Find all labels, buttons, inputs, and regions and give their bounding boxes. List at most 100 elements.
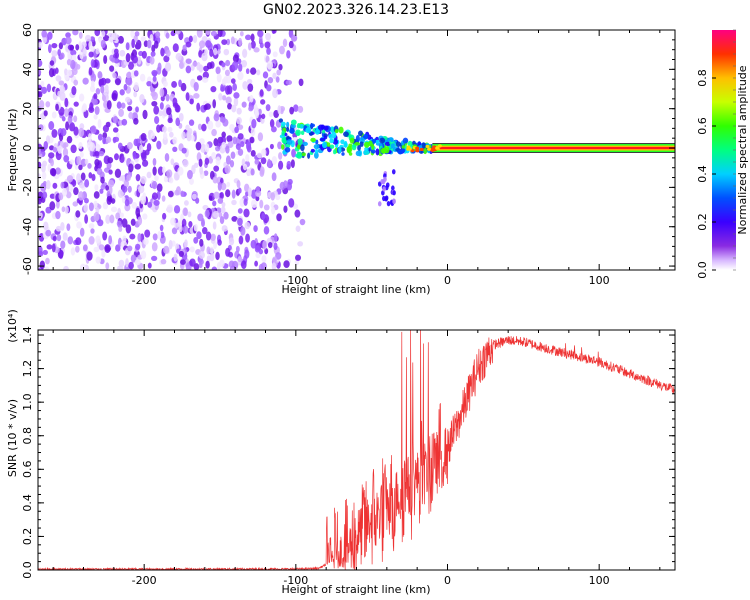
noise-blob [135, 138, 141, 147]
noise-blob [131, 54, 138, 64]
noise-blob [48, 68, 55, 78]
noise-blob [64, 206, 69, 214]
noise-blob [250, 149, 256, 157]
noise-blob [237, 71, 244, 81]
noise-blob [215, 145, 221, 152]
noise-blob [259, 199, 264, 209]
noise-blob [162, 212, 167, 220]
signal-blob [348, 152, 353, 156]
signal-blob [329, 138, 335, 144]
noise-blob [250, 33, 255, 42]
noise-blob [166, 169, 173, 178]
noise-blob [180, 190, 185, 197]
noise-blob [142, 213, 148, 220]
noise-blob [114, 153, 119, 161]
noise-blob [260, 157, 267, 165]
spectrogram-plot [38, 30, 675, 270]
noise-blob [162, 132, 168, 141]
signal-blob [343, 131, 349, 137]
noise-blob [293, 104, 299, 112]
noise-blob [190, 134, 195, 142]
x-axis-label: Height of straight line (km) [281, 583, 430, 596]
noise-blob [182, 44, 187, 52]
noise-blob [237, 217, 243, 226]
noise-blob [61, 116, 66, 122]
noise-blob [64, 108, 69, 118]
noise-blob [65, 36, 72, 45]
noise-blob [220, 206, 226, 214]
noise-blob [163, 245, 170, 254]
noise-blob [94, 106, 100, 115]
noise-blob [151, 192, 158, 200]
noise-blob [68, 184, 74, 193]
noise-blob [63, 155, 70, 163]
noise-blob [38, 124, 44, 131]
noise-blob [235, 143, 241, 151]
signal-blob [315, 148, 319, 154]
y-axis-multiplier: (x10⁴) [6, 309, 19, 343]
x-tick-label: 100 [589, 274, 610, 287]
noise-blob [196, 231, 202, 240]
noise-blob [66, 223, 71, 231]
noise-blob [245, 154, 250, 162]
noise-blob [244, 34, 252, 41]
noise-blob [191, 193, 197, 200]
noise-blob [247, 83, 254, 92]
noise-blob [79, 182, 85, 189]
noise-blob [150, 91, 157, 97]
noise-blob [237, 256, 243, 263]
noise-blob [250, 67, 257, 75]
noise-blob [167, 126, 173, 133]
signal-blob [362, 133, 369, 140]
noise-blob [278, 152, 283, 160]
noise-blob [93, 200, 98, 209]
noise-blob [275, 76, 280, 83]
noise-blob [164, 62, 172, 72]
noise-blob [90, 228, 95, 234]
noise-blob [257, 132, 264, 142]
colorbar-label: Normalized spectral amplitude [736, 65, 749, 234]
noise-blob [237, 208, 243, 214]
noise-blob [299, 218, 306, 226]
noise-blob [93, 191, 100, 199]
noise-blob [58, 250, 64, 258]
noise-blob [121, 118, 128, 126]
noise-blob [261, 212, 266, 221]
noise-blob [94, 158, 100, 167]
noise-blob [244, 249, 250, 259]
y-tick-label: 60 [21, 23, 34, 37]
signal-blob [323, 125, 329, 131]
noise-blob [247, 42, 252, 51]
noise-blob [175, 52, 182, 61]
noise-blob [58, 80, 65, 86]
noise-blob [265, 104, 271, 112]
noise-blob [257, 30, 264, 38]
noise-blob [51, 111, 57, 119]
noise-blob [154, 175, 159, 182]
noise-blob [121, 218, 128, 228]
signal-blob [310, 123, 316, 128]
noise-blob [217, 197, 224, 204]
noise-blob [189, 258, 196, 267]
noise-blob [278, 160, 284, 170]
noise-blob [155, 31, 161, 39]
signal-blob [310, 137, 316, 143]
noise-blob [297, 241, 304, 247]
noise-blob [200, 143, 207, 153]
noise-blob [242, 163, 248, 171]
noise-blob [219, 191, 224, 200]
noise-blob [287, 178, 293, 185]
noise-blob [193, 81, 199, 92]
noise-blob [40, 80, 45, 87]
noise-blob [204, 157, 210, 165]
noise-blob [267, 76, 274, 84]
noise-blob [161, 195, 166, 202]
noise-blob [277, 141, 283, 150]
noise-blob [273, 233, 278, 243]
noise-blob [56, 234, 62, 242]
noise-blob [79, 151, 84, 158]
signal-blob [382, 186, 386, 192]
noise-blob [237, 133, 244, 140]
noise-blob [43, 110, 48, 117]
noise-blob [199, 165, 204, 175]
